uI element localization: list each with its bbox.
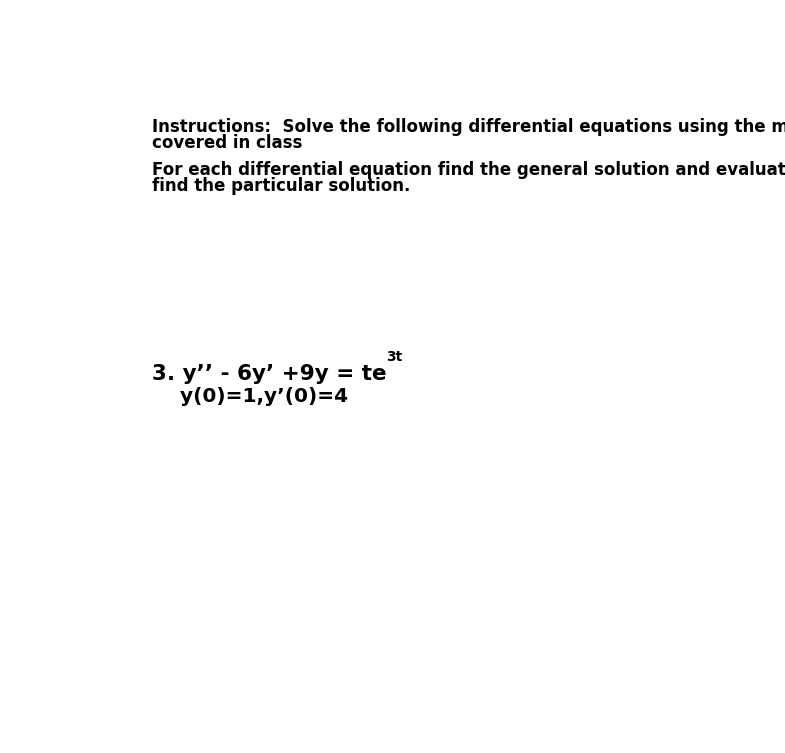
Text: 3. y’’ - 6y’ +9y = te: 3. y’’ - 6y’ +9y = te bbox=[152, 364, 386, 384]
Text: y(0)=1,y’(0)=4: y(0)=1,y’(0)=4 bbox=[152, 387, 348, 406]
Text: 3t: 3t bbox=[386, 350, 403, 364]
Text: find the particular solution.: find the particular solution. bbox=[152, 177, 410, 195]
Text: covered in class: covered in class bbox=[152, 134, 302, 152]
Text: For each differential equation find the general solution and evaluate at t = 10 : For each differential equation find the … bbox=[152, 161, 785, 179]
Text: Instructions:  Solve the following differential equations using the methods: Instructions: Solve the following differ… bbox=[152, 118, 785, 136]
